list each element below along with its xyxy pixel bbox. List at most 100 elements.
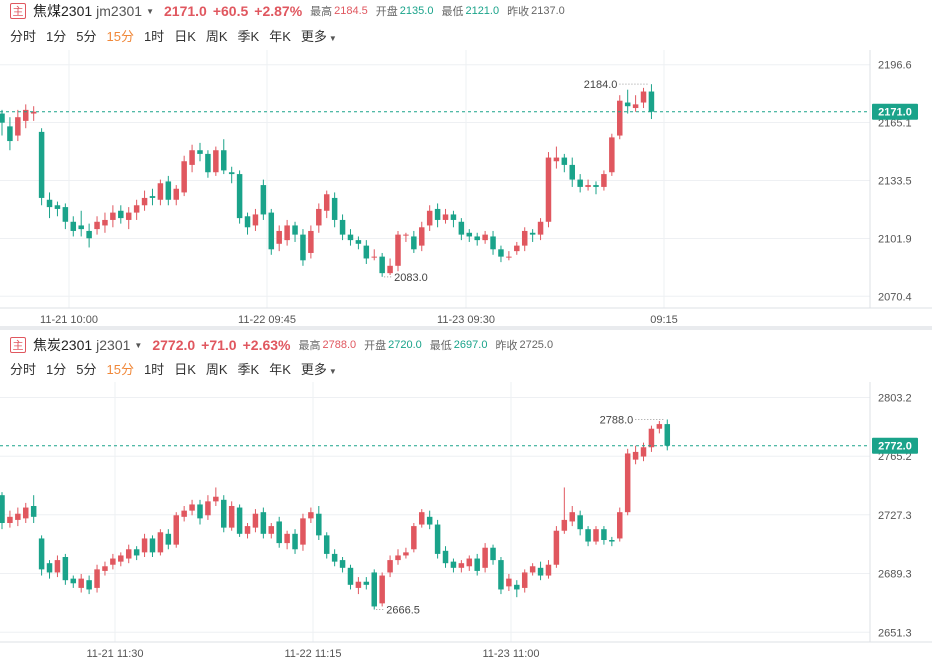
tab-period[interactable]: 5分 <box>76 28 97 44</box>
candle-body <box>537 221 544 235</box>
prev-close-label: 昨收 <box>507 6 530 18</box>
candle-body <box>593 185 599 187</box>
candlestick-chart[interactable]: 2803.2 2765.2 2727.3 2689.3 2651.3 11-21 11:3… <box>0 382 932 660</box>
candle-body <box>426 516 433 525</box>
last-price: 2171.0 <box>164 3 207 19</box>
tab-period[interactable]: 1分 <box>46 28 67 44</box>
candle-body <box>197 504 203 519</box>
tab-period[interactable]: 1时 <box>143 361 165 377</box>
main-contract-badge: 主 <box>10 3 26 19</box>
candle-body <box>474 558 480 571</box>
candle-body <box>466 558 473 567</box>
tab-period-active[interactable]: 15分 <box>106 361 134 377</box>
candle-body <box>7 516 13 523</box>
candle-body <box>617 100 623 136</box>
candle-body <box>585 529 591 542</box>
candle-body <box>78 225 84 230</box>
max-price-label: 2788.0 <box>600 414 634 426</box>
y-axis-tick-label: 2165.1 <box>878 118 912 130</box>
candle-body <box>545 564 552 576</box>
candle-body <box>94 221 100 230</box>
candle-body <box>15 513 21 520</box>
candle-body <box>54 560 61 573</box>
candle-body <box>498 560 504 590</box>
tab-period[interactable]: 年K <box>269 28 291 44</box>
tab-period-active[interactable]: 15分 <box>106 28 134 44</box>
candle-body <box>506 578 512 587</box>
candle-body <box>593 529 599 542</box>
candle-body <box>514 245 520 252</box>
candle-body <box>260 512 267 534</box>
tab-period[interactable]: 日K <box>174 361 196 377</box>
candle-body <box>165 181 172 200</box>
candle-body <box>308 230 314 253</box>
candlestick-chart[interactable]: 2196.6 2165.1 2133.5 2101.9 2070.4 11-21 10:0… <box>0 50 932 326</box>
candle-body <box>252 214 259 226</box>
chevron-down-icon: ▼ <box>328 366 337 376</box>
candle-body <box>458 563 465 568</box>
y-axis-tick-label: 2727.3 <box>878 510 912 522</box>
candle-body <box>228 172 235 175</box>
tab-period[interactable]: 分时 <box>10 28 37 44</box>
tab-period[interactable]: 1分 <box>46 361 67 377</box>
tab-period[interactable]: 周K <box>205 28 228 44</box>
tab-period[interactable]: 年K <box>269 361 291 377</box>
min-price-label: 2666.5 <box>386 605 420 617</box>
candle-body <box>363 581 370 585</box>
contract-code-selector[interactable]: j2301 <box>96 337 131 353</box>
candle-body <box>284 533 290 544</box>
candle-body <box>78 578 84 588</box>
price-change: +60.5 <box>212 3 249 19</box>
candle-body <box>30 111 37 114</box>
tab-more[interactable]: 更多 ▼ <box>301 359 337 378</box>
candle-body <box>133 205 140 213</box>
candle-body <box>395 234 401 266</box>
last-price-tag: 2772.0 <box>878 441 912 453</box>
tab-period[interactable]: 分时 <box>10 361 37 377</box>
x-axis-tick-label: 09:15 <box>650 314 678 326</box>
candle-body <box>371 572 377 607</box>
candle-body <box>213 150 219 173</box>
y-axis-tick-label: 2803.2 <box>878 393 912 405</box>
candle-body <box>125 549 132 559</box>
candle-body <box>521 572 528 588</box>
candle-body <box>181 161 187 193</box>
candle-body <box>38 538 45 570</box>
candle-body <box>221 150 227 171</box>
tab-more[interactable]: 更多 ▼ <box>301 26 337 45</box>
candle-body <box>316 513 322 536</box>
price-change-percent: +2.87% <box>254 3 303 19</box>
candle-body <box>442 214 449 220</box>
candle-body <box>490 547 496 561</box>
candle-body <box>46 199 53 208</box>
open-value: 2720.0 <box>388 339 422 351</box>
tab-period[interactable]: 周K <box>205 361 228 377</box>
tab-period[interactable]: 季K <box>237 361 260 377</box>
candle-body <box>521 230 528 246</box>
low-label: 最低 <box>429 340 452 352</box>
contract-code-selector[interactable]: jm2301 <box>96 3 143 19</box>
chart-panel-jm2301: 主 焦煤2301 jm2301 ▼ 2171.0 +60.5 +2.87% 最高… <box>0 3 932 326</box>
price-change: +71.0 <box>201 337 237 353</box>
chevron-down-icon[interactable]: ▼ <box>134 340 143 350</box>
period-tabs: 分时 1分 5分 15分 1时 日K 周K 季K 年K 更多 ▼ <box>0 357 337 379</box>
last-price-tag: 2171.0 <box>878 107 912 119</box>
candle-body <box>244 216 251 228</box>
candle-body <box>292 533 298 550</box>
candle-body <box>110 212 116 220</box>
tab-period[interactable]: 日K <box>174 28 196 44</box>
candle-body <box>379 256 385 274</box>
tab-period[interactable]: 季K <box>237 28 260 44</box>
candle-body <box>632 104 639 109</box>
tab-period[interactable]: 5分 <box>76 361 97 377</box>
candle-body <box>228 506 235 528</box>
tab-period[interactable]: 1时 <box>143 28 165 44</box>
candle-body <box>347 567 354 585</box>
main-contract-badge: 主 <box>10 337 26 353</box>
candle-body <box>403 234 409 236</box>
candle-body <box>363 245 370 259</box>
chevron-down-icon[interactable]: ▼ <box>146 6 154 16</box>
candle-body <box>411 526 417 550</box>
candle-body <box>189 504 195 511</box>
candle-body <box>292 225 298 235</box>
